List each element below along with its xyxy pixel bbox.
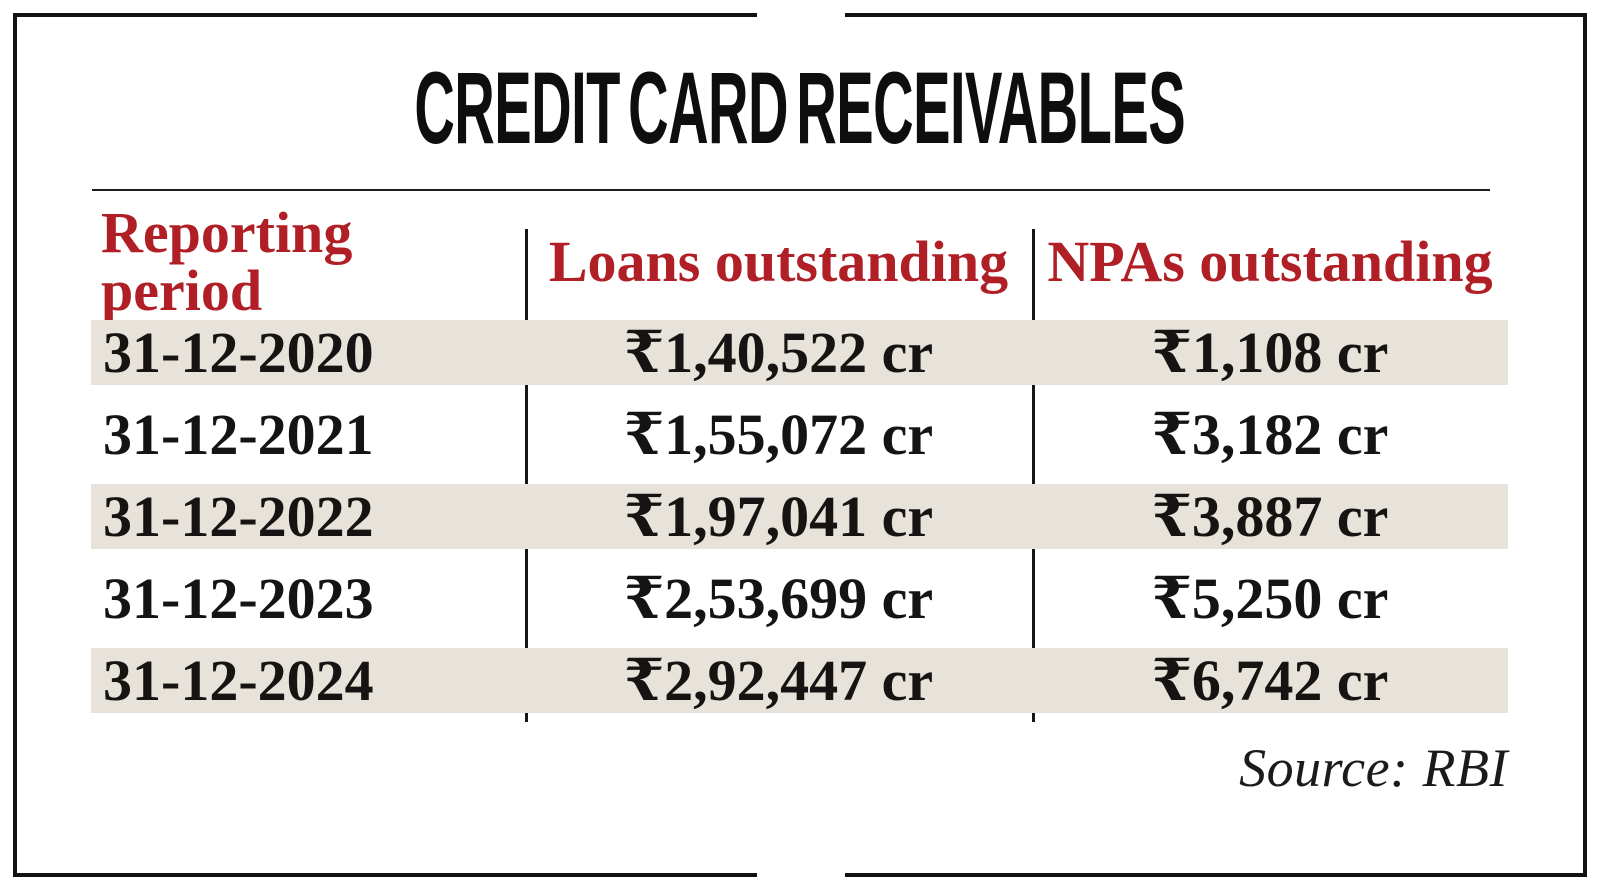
cell-npas-outstanding: ₹3,887 cr [1151,483,1389,549]
table-header-row: Reporting period Loans outstanding NPAs … [91,200,1508,323]
table-row: 31-12-2020 ₹1,40,522 cr ₹1,108 cr [91,312,1508,394]
cell-reporting-period: 31-12-2024 [103,647,374,713]
cell-reporting-period: 31-12-2020 [103,319,374,385]
cell-loans-outstanding: ₹1,40,522 cr [623,319,934,385]
header-cell-reporting-period: Reporting period [101,200,353,323]
header-cell-npas-outstanding: NPAs outstanding [1047,229,1493,294]
frame-bottom-notch [757,872,845,879]
table-rows: 31-12-2020 ₹1,40,522 cr ₹1,108 cr 31-12-… [91,312,1508,722]
table-row: 31-12-2023 ₹2,53,699 cr ₹5,250 cr [91,558,1508,640]
infographic-frame: CREDIT CARD RECEIVABLES Reporting period… [13,11,1587,879]
header-cell-loans-outstanding: Loans outstanding [548,229,1009,294]
cell-reporting-period: 31-12-2022 [103,483,374,549]
cell-reporting-period: 31-12-2021 [103,402,374,467]
cell-npas-outstanding: ₹1,108 cr [1151,319,1389,385]
page-title: CREDIT CARD RECEIVABLES [414,51,1186,165]
cell-reporting-period: 31-12-2023 [103,566,374,631]
cell-loans-outstanding: ₹2,92,447 cr [623,647,934,713]
cell-npas-outstanding: ₹5,250 cr [1151,566,1389,631]
table-row: 31-12-2021 ₹1,55,072 cr ₹3,182 cr [91,394,1508,476]
column-divider-2 [1032,229,1035,722]
cell-npas-outstanding: ₹3,182 cr [1151,402,1389,467]
title-rule [92,189,1490,191]
cell-loans-outstanding: ₹1,55,072 cr [623,402,934,467]
table-row: 31-12-2022 ₹1,97,041 cr ₹3,887 cr [91,476,1508,558]
frame-top-notch [757,11,845,18]
source-credit: Source: RBI [1239,738,1508,798]
column-divider-1 [525,229,528,722]
table-row: 31-12-2024 ₹2,92,447 cr ₹6,742 cr [91,640,1508,722]
cell-loans-outstanding: ₹1,97,041 cr [623,483,934,549]
title-container: CREDIT CARD RECEIVABLES [17,57,1583,159]
cell-loans-outstanding: ₹2,53,699 cr [623,566,934,631]
cell-npas-outstanding: ₹6,742 cr [1151,647,1389,713]
